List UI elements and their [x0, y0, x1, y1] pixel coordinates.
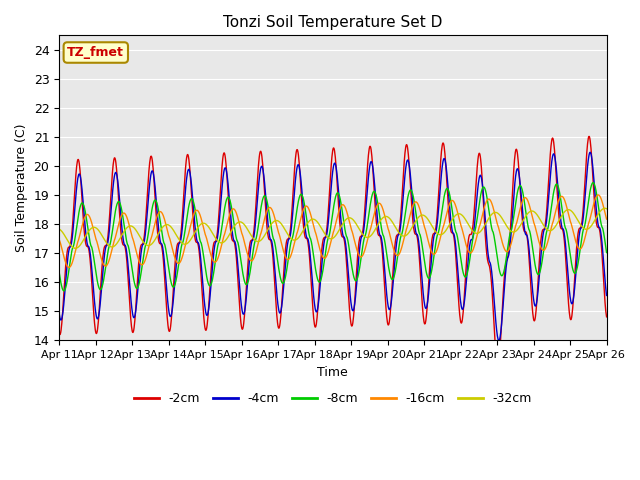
- Text: TZ_fmet: TZ_fmet: [67, 46, 124, 59]
- -2cm: [494, 362, 502, 368]
- -2cm: [538, 230, 546, 236]
- -8cm: [55, 269, 63, 275]
- -4cm: [418, 273, 426, 278]
- -8cm: [164, 261, 172, 266]
- -16cm: [65, 264, 73, 270]
- -4cm: [538, 241, 546, 247]
- -2cm: [55, 330, 63, 336]
- -8cm: [239, 269, 246, 275]
- -8cm: [60, 288, 68, 294]
- -4cm: [238, 308, 246, 313]
- -32cm: [239, 220, 246, 226]
- -2cm: [164, 319, 172, 324]
- -16cm: [538, 246, 546, 252]
- -32cm: [490, 210, 497, 216]
- Line: -16cm: -16cm: [59, 195, 607, 267]
- -32cm: [55, 226, 63, 232]
- -2cm: [177, 231, 185, 237]
- -16cm: [490, 206, 497, 212]
- -4cm: [55, 310, 63, 316]
- -16cm: [603, 216, 611, 222]
- Legend: -2cm, -4cm, -8cm, -16cm, -32cm: -2cm, -4cm, -8cm, -16cm, -32cm: [129, 387, 537, 410]
- -2cm: [490, 307, 497, 312]
- -4cm: [495, 338, 503, 344]
- -16cm: [55, 237, 63, 242]
- Line: -4cm: -4cm: [59, 152, 607, 341]
- Line: -2cm: -2cm: [59, 136, 607, 365]
- -2cm: [585, 133, 593, 139]
- -4cm: [490, 285, 497, 291]
- -32cm: [418, 212, 426, 218]
- -4cm: [603, 293, 611, 299]
- -8cm: [538, 260, 546, 265]
- -2cm: [603, 314, 611, 320]
- Line: -8cm: -8cm: [59, 183, 607, 291]
- -32cm: [601, 205, 609, 211]
- -8cm: [418, 242, 426, 248]
- Title: Tonzi Soil Temperature Set D: Tonzi Soil Temperature Set D: [223, 15, 442, 30]
- Y-axis label: Soil Temperature (C): Soil Temperature (C): [15, 124, 28, 252]
- -8cm: [589, 180, 597, 186]
- -32cm: [177, 240, 185, 245]
- -4cm: [177, 237, 185, 242]
- -16cm: [164, 230, 172, 236]
- -32cm: [603, 206, 611, 212]
- -4cm: [164, 297, 172, 303]
- -8cm: [177, 244, 185, 250]
- -16cm: [177, 257, 185, 263]
- -8cm: [603, 250, 611, 255]
- -2cm: [238, 326, 246, 332]
- -16cm: [239, 232, 246, 238]
- -16cm: [418, 215, 426, 221]
- -32cm: [164, 222, 172, 228]
- -16cm: [595, 192, 602, 198]
- -8cm: [490, 231, 497, 237]
- X-axis label: Time: Time: [317, 366, 348, 379]
- -32cm: [72, 245, 79, 251]
- -4cm: [586, 149, 594, 155]
- -2cm: [418, 292, 426, 298]
- Line: -32cm: -32cm: [59, 208, 607, 248]
- -32cm: [538, 220, 546, 226]
